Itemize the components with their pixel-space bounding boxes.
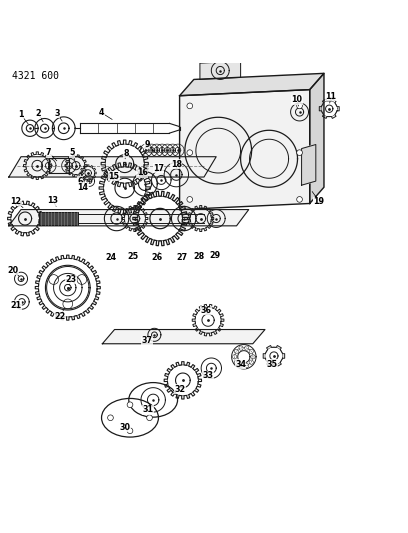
Circle shape bbox=[108, 415, 113, 421]
Text: 10: 10 bbox=[291, 95, 302, 104]
Text: 22: 22 bbox=[54, 312, 65, 321]
Text: 13: 13 bbox=[47, 196, 58, 205]
Circle shape bbox=[297, 197, 302, 202]
Text: 30: 30 bbox=[119, 423, 130, 432]
Text: 34: 34 bbox=[235, 360, 246, 369]
Text: 12: 12 bbox=[11, 197, 22, 206]
Text: 31: 31 bbox=[142, 405, 153, 414]
Circle shape bbox=[187, 197, 193, 202]
Text: 18: 18 bbox=[171, 159, 182, 168]
Text: 24: 24 bbox=[106, 253, 117, 262]
Text: 16: 16 bbox=[137, 168, 148, 177]
Polygon shape bbox=[9, 209, 249, 226]
Text: 5: 5 bbox=[69, 148, 75, 157]
Text: 36: 36 bbox=[201, 306, 211, 315]
Polygon shape bbox=[302, 144, 316, 185]
Text: 17: 17 bbox=[153, 164, 164, 173]
Text: 9: 9 bbox=[144, 140, 150, 149]
Text: 20: 20 bbox=[7, 266, 18, 275]
Polygon shape bbox=[180, 90, 310, 209]
Text: 3: 3 bbox=[54, 109, 60, 118]
Text: 8: 8 bbox=[123, 149, 129, 158]
Text: 4: 4 bbox=[99, 108, 104, 117]
Text: 19: 19 bbox=[313, 197, 324, 206]
Text: 21: 21 bbox=[11, 301, 22, 310]
Circle shape bbox=[187, 103, 193, 109]
Text: 29: 29 bbox=[210, 251, 221, 260]
Text: 19: 19 bbox=[313, 197, 324, 206]
Text: 1: 1 bbox=[18, 110, 24, 119]
Circle shape bbox=[146, 415, 152, 421]
Text: 26: 26 bbox=[152, 253, 163, 262]
Text: 27: 27 bbox=[176, 253, 187, 262]
Text: 14: 14 bbox=[78, 183, 88, 192]
Circle shape bbox=[127, 428, 133, 434]
Text: 35: 35 bbox=[267, 360, 278, 369]
Circle shape bbox=[187, 150, 193, 156]
Text: 7: 7 bbox=[46, 148, 51, 157]
Polygon shape bbox=[180, 74, 324, 96]
Polygon shape bbox=[310, 74, 324, 204]
Polygon shape bbox=[102, 329, 265, 344]
Text: 6: 6 bbox=[77, 176, 83, 185]
Polygon shape bbox=[200, 61, 241, 79]
Circle shape bbox=[127, 402, 133, 408]
Text: 25: 25 bbox=[127, 252, 138, 261]
Circle shape bbox=[297, 103, 302, 109]
Text: 37: 37 bbox=[142, 336, 153, 345]
Text: 28: 28 bbox=[193, 252, 205, 261]
Text: 23: 23 bbox=[65, 275, 76, 284]
Polygon shape bbox=[9, 157, 216, 177]
Text: 11: 11 bbox=[325, 92, 336, 101]
Text: 2: 2 bbox=[35, 109, 41, 118]
Text: 15: 15 bbox=[108, 172, 119, 181]
Text: 32: 32 bbox=[174, 385, 185, 394]
Text: 33: 33 bbox=[202, 371, 213, 380]
FancyBboxPatch shape bbox=[39, 213, 78, 224]
Text: 4321 600: 4321 600 bbox=[12, 71, 59, 81]
Circle shape bbox=[297, 150, 302, 156]
